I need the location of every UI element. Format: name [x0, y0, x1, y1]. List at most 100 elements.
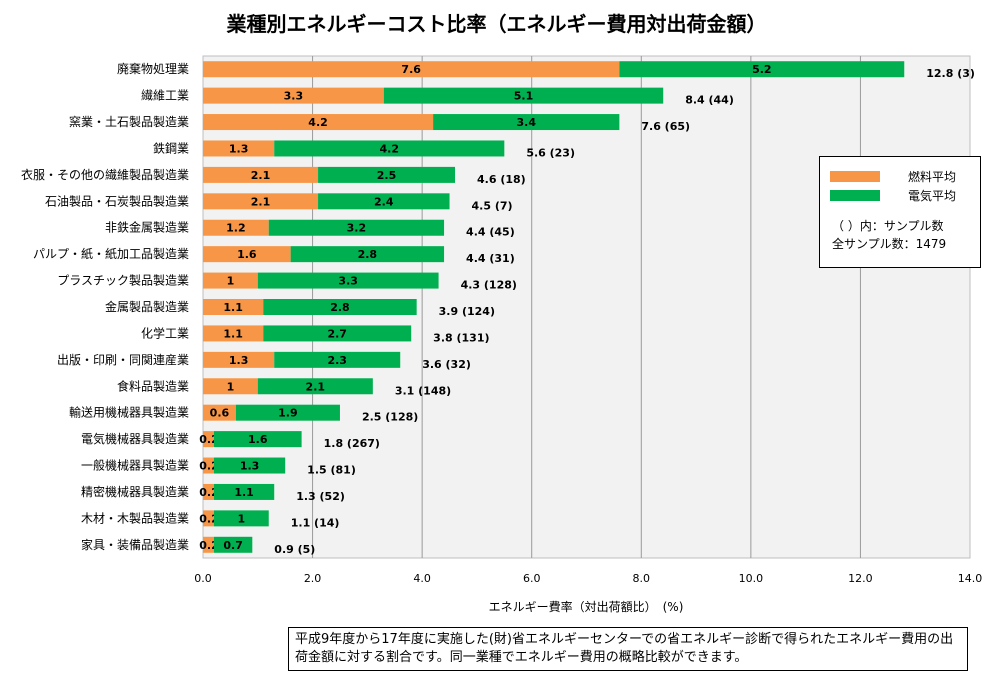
bar-label-electric: 1.3: [240, 460, 260, 473]
total-label: 8.4 (44): [685, 94, 734, 107]
bar-label-electric: 1: [238, 512, 246, 525]
category-label: 食料品製造業: [117, 378, 189, 393]
gridlines: [312, 56, 861, 558]
category-label: 一般機械器具製造業: [81, 458, 189, 473]
bar-fuel: [203, 87, 384, 104]
bar-label-fuel: 1: [227, 275, 235, 288]
bar-label-electric: 2.1: [306, 380, 326, 393]
bar-fuel: [203, 457, 214, 474]
bar-label-fuel: 0.2: [199, 512, 219, 525]
total-label: 7.6 (65): [641, 120, 690, 133]
bar-label-electric: 1.9: [278, 407, 298, 420]
x-axis-label: エネルギー費率（対出荷額比） (%): [489, 599, 684, 614]
x-tick-label: 6.0: [523, 572, 541, 585]
category-label: 衣服・その他の繊維製品製造業: [21, 167, 189, 182]
bar-label-fuel: 0.6: [210, 407, 230, 420]
category-label: プラスチック製品製造業: [57, 274, 189, 288]
total-label: 4.4 (45): [466, 226, 515, 239]
x-tick-label: 4.0: [413, 572, 431, 585]
total-label: 12.8 (3): [926, 67, 975, 80]
bar-label-fuel: 2.1: [251, 195, 271, 208]
category-label: 石油製品・石炭製品製造業: [45, 194, 189, 208]
footnote: 平成9年度から17年度に実施した(財)省エネルギーセンターでの省エネルギー診断で…: [288, 627, 968, 671]
x-tick-labels: 0.0 2.0 4.0 6.0 8.0 10.0 12.0 14.0: [194, 572, 982, 585]
bar-fuel: [203, 325, 264, 342]
bar-label-electric: 4.2: [380, 142, 400, 155]
bar-label-electric: 3.3: [338, 275, 358, 288]
total-label: 4.6 (18): [477, 173, 526, 186]
category-labels: 廃棄物処理業繊維工業窯業・土石製品製造業鉄鋼業衣服・その他の繊維製品製造業石油製…: [21, 61, 189, 552]
bar-label-fuel: 1.3: [229, 354, 249, 367]
bar-electric: [235, 404, 340, 421]
bar-label-electric: 1.6: [248, 433, 268, 446]
bar-electric: [257, 378, 373, 395]
bar-electric: [263, 325, 412, 342]
bar-fuel: [203, 193, 319, 210]
bar-fuel: [203, 272, 258, 289]
bar-fuel: [203, 61, 620, 78]
bar-label-electric: 5.2: [752, 63, 772, 76]
legend-swatch-fuel: [830, 170, 880, 182]
category-label: 廃棄物処理業: [117, 61, 189, 76]
bar-electric: [318, 166, 456, 183]
category-label: 金属製品製造業: [105, 299, 189, 314]
category-label: 家具・装備品製造業: [81, 537, 189, 552]
x-tick-label: 10.0: [739, 572, 764, 585]
legend-note-samples: （ ）内：サンプル数: [832, 219, 944, 233]
category-label: 精密機械器具製造業: [81, 484, 189, 499]
bar-electric: [213, 536, 253, 553]
bar-fuel: [203, 431, 214, 448]
bar-label-fuel: 0.2: [199, 486, 219, 499]
bar-fuel: [203, 114, 434, 131]
bar-label-fuel: 1.1: [223, 301, 243, 314]
category-label: 非鉄金属製造業: [105, 220, 189, 235]
bars: 7.6 5.2 12.8 (3) 3.3 5.1 8.4 (44) 4.2 3.4 7.6 (6…: [199, 61, 975, 556]
bar-fuel: [203, 510, 214, 527]
bar-label-electric: 5.1: [514, 90, 534, 103]
total-label: 0.9 (5): [274, 543, 315, 556]
category-label: 輸送用機械器具製造業: [69, 405, 189, 420]
bar-electric: [433, 114, 620, 131]
bar-label-electric: 0.7: [223, 539, 243, 552]
category-label: 窯業・土石製品製造業: [69, 114, 189, 129]
x-tick-label: 8.0: [633, 572, 651, 585]
legend-label-fuel: 燃料平均: [908, 169, 957, 184]
total-label: 5.6 (23): [526, 146, 575, 159]
legend-item-electric: 電気平均: [830, 188, 957, 203]
bar-electric: [213, 483, 275, 500]
total-label: 3.1 (148): [395, 384, 451, 397]
bar-electric: [213, 510, 269, 527]
bar-label-electric: 2.5: [377, 169, 397, 182]
bar-label-fuel: 1.1: [223, 327, 243, 340]
bar-label-electric: 3.2: [347, 222, 367, 235]
category-label: 鉄鋼業: [153, 140, 189, 155]
bar-label-electric: 2.8: [330, 301, 350, 314]
category-label: 電気機械器具製造業: [81, 431, 189, 446]
bar-chart: 7.6 5.2 12.8 (3) 3.3 5.1 8.4 (44) 4.2 3.4 7.6 (6…: [21, 55, 982, 614]
legend-label-electric: 電気平均: [908, 188, 957, 203]
bar-fuel: [203, 378, 258, 395]
bar-fuel: [203, 166, 319, 183]
category-label: 木材・木製品製造業: [81, 511, 189, 525]
bar-label-fuel: 0.2: [199, 539, 219, 552]
legend: 燃料平均 電気平均 （ ）内：サンプル数 全サンプル数：1479: [819, 156, 981, 268]
bar-electric: [383, 87, 664, 104]
bar-electric: [213, 457, 286, 474]
bar-electric: [619, 61, 905, 78]
total-label: 3.9 (124): [439, 305, 495, 318]
bar-label-fuel: 1: [227, 380, 235, 393]
bar-label-electric: 1.1: [234, 486, 254, 499]
category-label: 出版・印刷・同関連産業: [57, 352, 189, 367]
bar-electric: [268, 219, 445, 236]
chart-title: 業種別エネルギーコスト比率（エネルギー費用対出荷金額）: [226, 12, 767, 36]
bar-label-fuel: 4.2: [308, 116, 328, 129]
legend-note-total: 全サンプル数：1479: [832, 237, 947, 251]
bar-label-fuel: 3.3: [284, 90, 304, 103]
total-label: 4.4 (31): [466, 252, 515, 265]
bar-label-electric: 2.3: [327, 354, 347, 367]
bar-electric: [290, 246, 445, 263]
total-label: 3.6 (32): [422, 358, 471, 371]
bar-label-fuel: 0.2: [199, 433, 219, 446]
total-label: 4.3 (128): [461, 279, 517, 292]
bar-electric: [318, 193, 450, 210]
